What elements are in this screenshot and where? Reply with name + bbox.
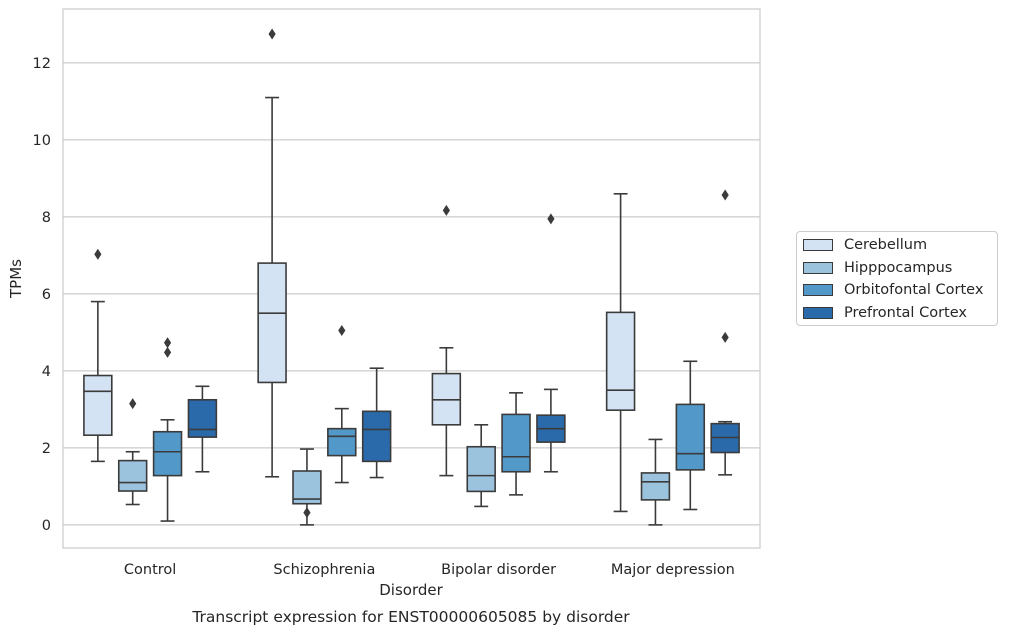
box-iqr — [501, 413, 531, 473]
legend-label-orbitofrontal: Orbitofontal Cortex — [844, 282, 984, 299]
legend-label-hippocampus: Hipppocampus — [844, 259, 953, 276]
x-axis-label: Disorder — [379, 581, 443, 599]
box-series — [83, 28, 740, 526]
legend-swatch-hippocampus — [803, 261, 833, 274]
box-plot — [152, 337, 183, 522]
box-iqr — [361, 410, 392, 463]
outlier-point — [338, 324, 346, 336]
box-iqr — [466, 445, 496, 493]
outlier-point — [268, 28, 276, 40]
box-iqr — [152, 430, 183, 477]
box-iqr — [257, 262, 287, 384]
box-plot — [292, 448, 322, 526]
outlier-point — [721, 189, 729, 201]
box-iqr — [605, 311, 636, 411]
box-iqr — [292, 470, 322, 505]
legend-item: Cerebellum — [803, 234, 997, 257]
legend-swatch-prefrontal — [803, 306, 833, 319]
legend-item: Hipppocampus — [803, 257, 997, 280]
box-plot — [361, 367, 392, 479]
y-tick-label: 10 — [33, 133, 51, 149]
box-plot — [675, 360, 706, 511]
y-tick-label: 2 — [42, 441, 51, 457]
outlier-point — [163, 346, 172, 358]
y-tick-label: 12 — [33, 56, 51, 72]
x-tick-label: Control — [124, 562, 176, 578]
box-plot — [536, 213, 566, 473]
outlier-point — [721, 331, 729, 343]
box-plot — [327, 324, 357, 484]
box-plot — [83, 248, 113, 463]
legend-label-prefrontal: Prefrontal Cortex — [844, 304, 967, 321]
box-iqr — [117, 459, 148, 492]
x-tick-label: Bipolar disorder — [441, 562, 556, 578]
y-tick-label: 6 — [42, 287, 51, 303]
y-tick-label: 4 — [42, 364, 51, 380]
y-axis-ticks: 0 2 4 6 8 10 12 — [33, 56, 51, 534]
legend-item: Orbitofontal Cortex — [803, 279, 997, 302]
box-plot — [710, 189, 740, 476]
box-iqr — [187, 398, 218, 438]
x-axis-ticks: Control Schizophrenia Bipolar disorder Majo… — [124, 562, 735, 578]
box-plot — [501, 392, 531, 496]
x-tick-label: Major depression — [611, 562, 735, 578]
box-iqr — [675, 403, 706, 471]
box-plot — [257, 28, 287, 478]
outlier-point — [442, 204, 450, 216]
outlier-point — [163, 337, 172, 349]
legend-label-cerebellum: Cerebellum — [844, 237, 928, 254]
outlier-point — [129, 398, 137, 410]
box-plot — [117, 398, 148, 506]
box-iqr — [327, 427, 357, 457]
box-plot — [187, 385, 218, 473]
y-tick-label: 8 — [42, 210, 51, 226]
box-iqr — [640, 472, 671, 501]
box-plot — [466, 423, 496, 508]
legend-swatch-cerebellum — [803, 239, 833, 252]
box-plot — [431, 204, 462, 477]
outlier-point — [303, 507, 311, 519]
y-axis-label: TPMs — [7, 259, 25, 299]
chart-caption: Transcript expression for ENST0000060508… — [191, 608, 630, 626]
plot-area — [62, 8, 761, 549]
x-tick-label: Schizophrenia — [273, 562, 375, 578]
y-tick-label: 0 — [42, 518, 51, 534]
legend-swatch-orbitofrontal — [803, 284, 833, 297]
box-plot — [640, 438, 671, 526]
chart-legend: Cerebellum Hipppocampus Orbitofontal Cor… — [796, 231, 998, 326]
outlier-point — [94, 248, 102, 260]
box-plot — [605, 193, 636, 513]
outlier-point — [547, 213, 555, 225]
box-iqr — [83, 374, 113, 436]
legend-item: Prefrontal Cortex — [803, 302, 997, 325]
